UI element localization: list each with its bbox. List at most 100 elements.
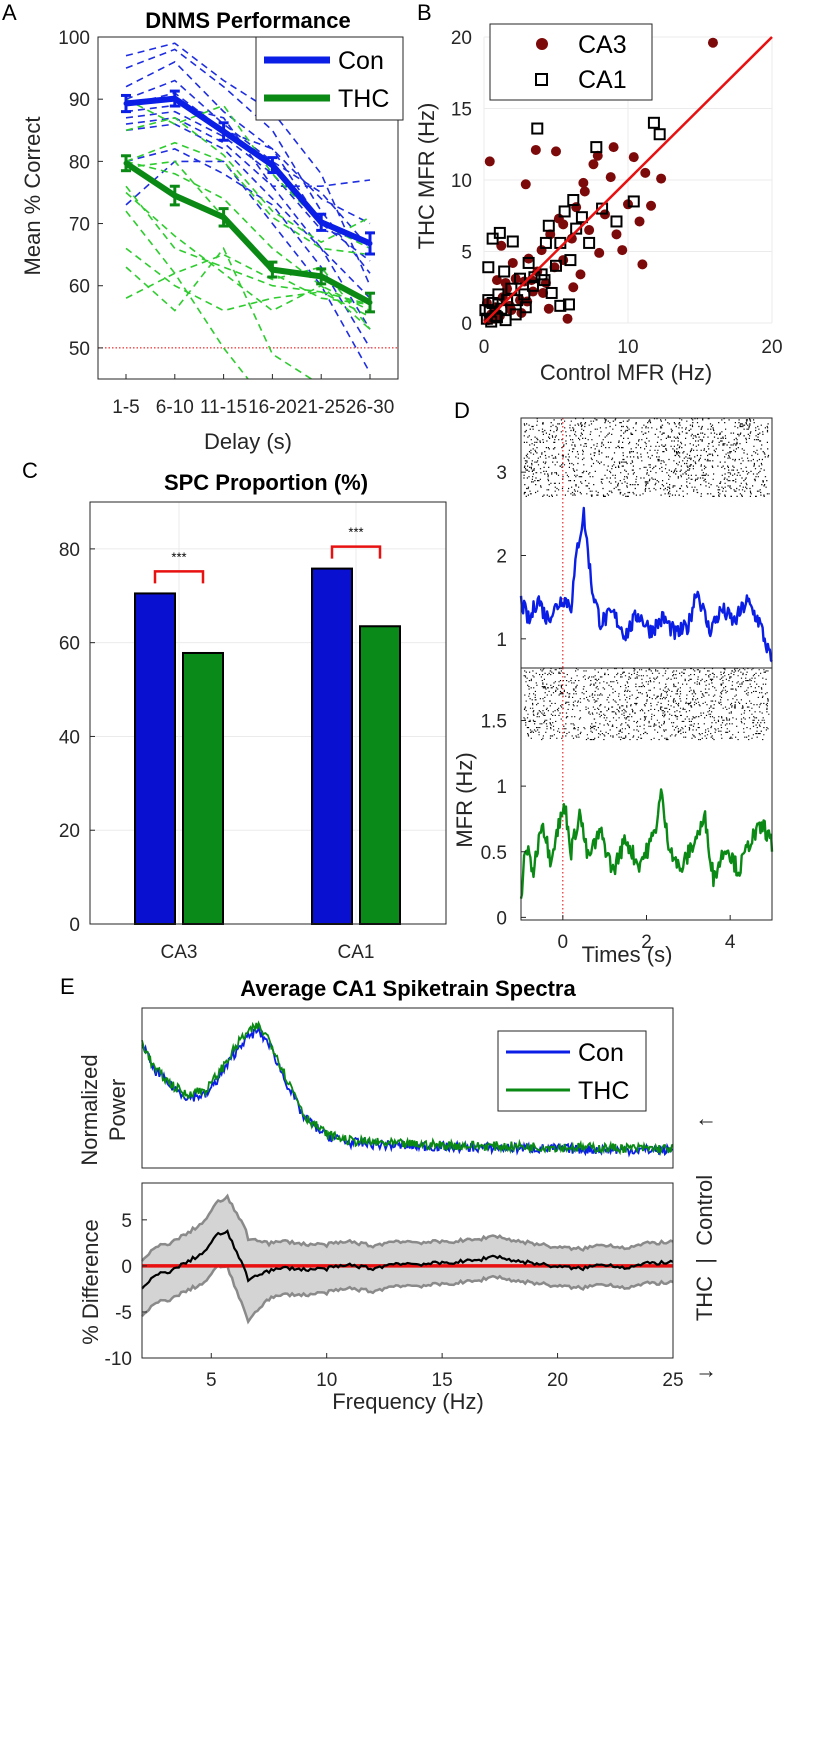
band-lower-edge <box>141 1264 674 1325</box>
thc-individual-line <box>125 141 371 256</box>
x-tick-label: 20 <box>547 1370 568 1391</box>
ca3-point <box>575 269 586 280</box>
ca3-point <box>520 179 531 190</box>
mfr-trace <box>519 506 773 663</box>
bar-thc-ca1 <box>359 625 401 925</box>
ca1-point <box>505 282 518 295</box>
panel-letter-a: A <box>2 0 17 25</box>
con-individual-line <box>125 48 371 274</box>
y-tick-label: 60 <box>59 634 80 655</box>
ca1-point <box>514 272 526 285</box>
ca3-point <box>628 152 639 163</box>
y-tick-label: 60 <box>69 277 90 298</box>
significance-bracket <box>153 570 205 584</box>
ca3-point <box>707 37 718 48</box>
ca3-point <box>584 225 595 236</box>
panel-e-bottom-axes-box <box>141 1182 674 1359</box>
panel-e-top-axes-box <box>141 1007 674 1169</box>
x-tick-label: 2 <box>641 932 652 953</box>
ca1-point <box>647 116 660 129</box>
ca1-point <box>499 314 512 327</box>
ca3-point <box>530 144 541 155</box>
ca1-point <box>531 122 544 135</box>
ca3-point <box>617 245 628 256</box>
x-tick-label: 4 <box>725 932 736 953</box>
thc-individual-line <box>125 185 371 318</box>
thc-individual-line <box>125 247 371 312</box>
ca1-point <box>583 236 596 249</box>
legend-marker-ca3 <box>536 38 548 50</box>
y-tick-label: 1.5 <box>481 712 507 733</box>
panel-e-right-label-text: THC | Control <box>692 1175 717 1321</box>
legend-label-thc: THC <box>338 85 389 113</box>
ca1-point <box>550 259 562 272</box>
panel-d-top: 1 2 3 <box>496 417 773 669</box>
ca3-point <box>656 173 667 184</box>
ca1-point <box>575 211 588 224</box>
con-individual-line <box>125 104 371 187</box>
data-point <box>221 214 227 220</box>
x-tick-label: 15 <box>432 1370 453 1391</box>
panel-a-axes-box <box>97 36 399 380</box>
y-tick-label: -10 <box>105 1349 132 1370</box>
y-tick-label: 0.5 <box>481 843 507 864</box>
band-upper-edge <box>141 1193 674 1262</box>
panel-e: E Average CA1 Spiketrain Spectra Con THC -… <box>60 974 717 1414</box>
panel-d-bottom-background <box>521 668 772 920</box>
ca3-point <box>549 262 560 273</box>
y-tick-label: 0 <box>121 1257 132 1278</box>
panel-e-right-label: ↓ THC | Control ↑ <box>692 1117 717 1380</box>
panel-a-x-label: Delay (s) <box>204 429 292 454</box>
ca3-point <box>491 275 502 286</box>
con-individual-line <box>125 42 371 287</box>
panel-e-right-arrow-down: ↓ <box>692 1369 717 1380</box>
x-tick-label: 0 <box>479 337 490 358</box>
ca1-point <box>570 222 583 235</box>
panel-e-top-y-label-line1: Normalized <box>77 1054 102 1165</box>
panel-letter-e: E <box>60 974 75 999</box>
spike-raster <box>523 418 770 497</box>
con-individual-line <box>125 123 371 330</box>
x-tick-label: 25 <box>662 1370 683 1391</box>
con-individual-line <box>125 160 371 374</box>
y-tick-label: 1 <box>496 630 507 651</box>
y-tick-label: 0 <box>69 915 80 936</box>
y-tick-label: 15 <box>451 100 472 121</box>
ca1-point <box>653 128 666 141</box>
data-point <box>123 101 129 107</box>
panel-c-axes-box <box>89 501 447 925</box>
data-point <box>318 273 324 279</box>
ca1-point <box>564 254 577 267</box>
x-tick-label: 21-25 <box>297 397 346 418</box>
series-line-con <box>125 95 372 247</box>
data-point <box>367 240 373 246</box>
y-tick-label: 0 <box>496 908 507 929</box>
y-tick-label: 90 <box>69 90 90 111</box>
panel-d-plot: 1 2 3 0 0.5 1 1.5 0 2 4 <box>481 417 774 953</box>
legend-label-con: Con <box>338 47 384 75</box>
legend-label-ca1: CA1 <box>578 66 627 94</box>
panel-c-plot: *** CA3 *** CA1 0 20 40 60 80 <box>59 501 447 963</box>
ca3-point <box>592 150 603 161</box>
y-tick-label: 0 <box>461 314 472 335</box>
ca1-point <box>522 256 535 269</box>
panel-e-x-label: Frequency (Hz) <box>332 1389 484 1414</box>
ca1-point <box>610 215 623 228</box>
data-point <box>367 300 373 306</box>
panel-e-plot: Con THC -10 -5 0 5 5 10 15 20 25 <box>105 1007 684 1391</box>
y-tick-label: 20 <box>451 28 472 49</box>
ca1-point <box>554 299 567 312</box>
ca1-point <box>482 294 495 307</box>
panel-letter-d: D <box>454 398 470 423</box>
y-tick-label: 2 <box>496 547 507 568</box>
data-point <box>269 162 275 168</box>
ca3-point <box>608 142 619 153</box>
ca3-point <box>611 229 622 240</box>
ca3-point <box>568 282 579 293</box>
panel-a-data <box>98 42 398 379</box>
con-individual-line <box>125 79 371 249</box>
panel-e-bottom-y-label: % Difference <box>78 1219 103 1345</box>
y-tick-label: 70 <box>69 215 90 236</box>
ca1-point <box>482 261 495 274</box>
